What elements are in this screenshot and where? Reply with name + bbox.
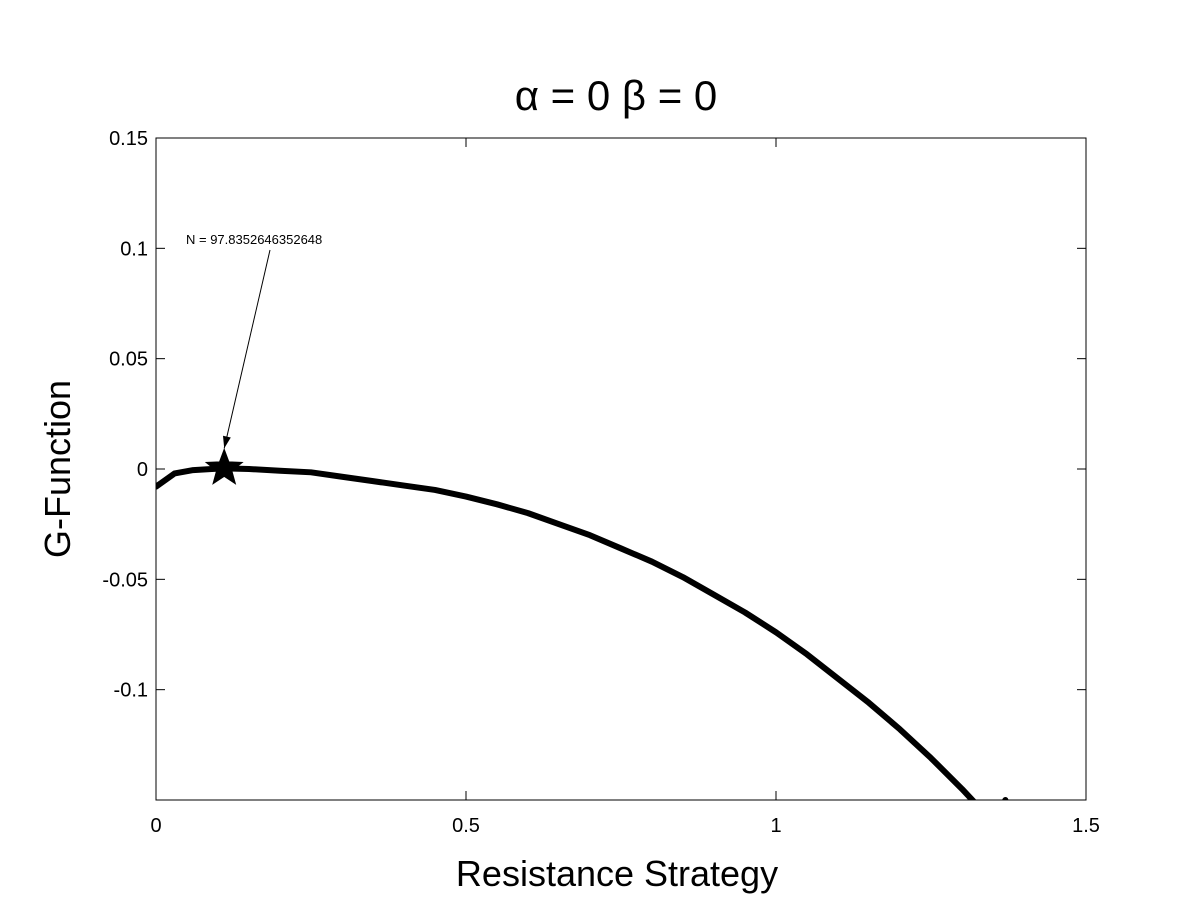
y-tick-label: 0	[137, 459, 148, 481]
chart-title: α = 0 β = 0	[515, 72, 718, 119]
x-axis-ticks: 0 0.5 1 1.5	[150, 138, 1100, 837]
annotation-layer: N = 97.8352646352648	[186, 232, 322, 485]
equilibrium-star-marker	[204, 447, 244, 485]
annotation-arrowhead	[223, 435, 231, 449]
series-layer	[156, 465, 1009, 800]
y-axis-title: G-Function	[37, 380, 78, 558]
annotation-arrow	[223, 249, 271, 449]
y-tick-label: 0.05	[109, 349, 148, 371]
x-tick-label: 1.5	[1072, 815, 1100, 837]
y-axis-ticks: -0.1 -0.05 0 0.05 0.1 0.15	[102, 128, 1086, 702]
y-tick-label: -0.05	[102, 569, 148, 591]
y-tick-label: 0.1	[120, 238, 148, 260]
y-tick-label: -0.1	[114, 680, 148, 702]
x-axis-title: Resistance Strategy	[456, 853, 778, 894]
y-tick-label: 0.15	[109, 128, 148, 150]
annotation-label: N = 97.8352646352648	[186, 232, 322, 247]
x-tick-label: 1	[770, 815, 781, 837]
x-tick-label: 0	[150, 815, 161, 837]
x-tick-label: 0.5	[452, 815, 480, 837]
g-function-line	[156, 465, 1009, 800]
